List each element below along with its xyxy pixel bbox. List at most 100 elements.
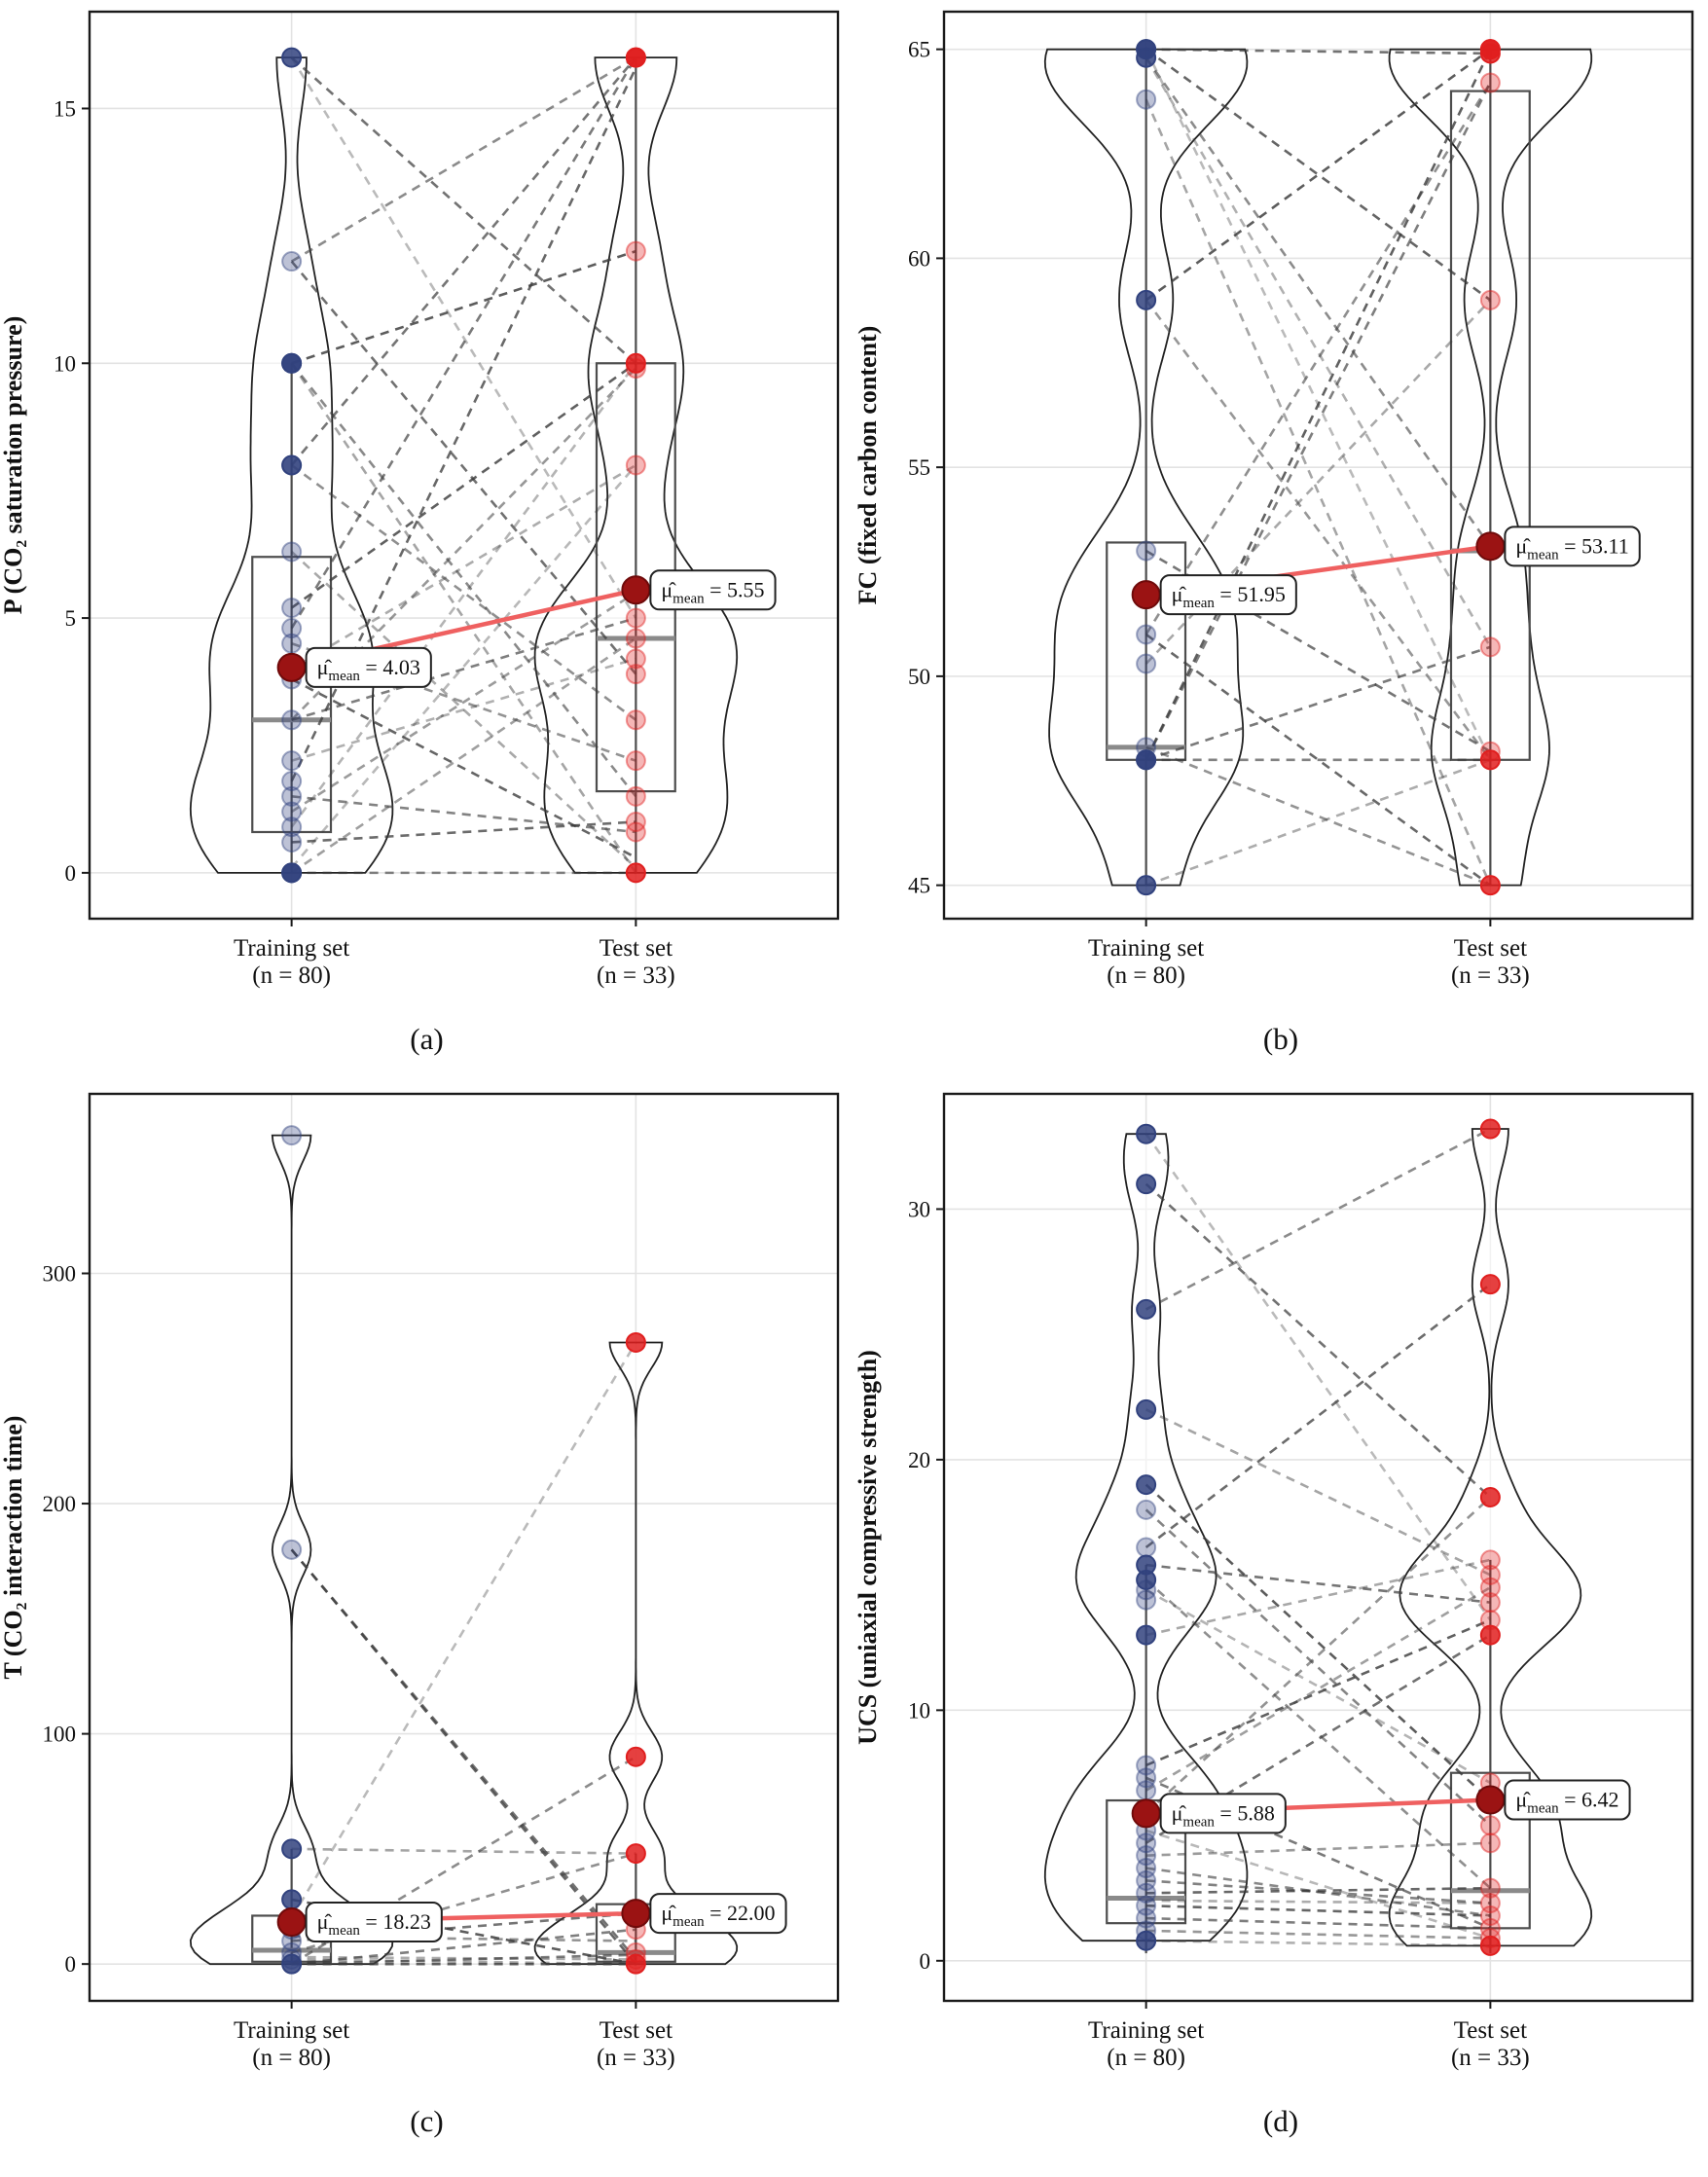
gridlines — [943, 12, 1692, 919]
mean-label-0: μ̂mean = 4.03 — [317, 655, 420, 684]
pair-link-line — [291, 1953, 636, 1966]
data-point — [625, 862, 646, 884]
mean-label-box-1 — [1503, 1779, 1631, 1821]
pair-link-line — [290, 362, 637, 609]
y-tick-label: 0 — [65, 861, 77, 886]
pair-link-line — [290, 464, 637, 869]
data-point — [625, 1953, 646, 1975]
pair-link-line — [1145, 56, 1491, 648]
pair-link-line — [1145, 1133, 1491, 1621]
mean-label-box-0 — [1159, 574, 1297, 616]
pair-link-line — [1145, 1829, 1491, 1940]
group-sublabel: (n = 80) — [252, 962, 331, 989]
group-label: Test set — [1453, 2017, 1526, 2044]
pair-link-line — [1145, 1904, 1490, 1917]
mean-label-box-0 — [305, 1902, 443, 1943]
data-point — [1135, 1398, 1156, 1420]
panel-b: μ̂mean = 51.95 μ̂mean = 53.11 45 50 55 60 65 Tr… — [854, 0, 1708, 1082]
group-label: Training set — [1088, 935, 1204, 962]
mean-point-1 — [1474, 1785, 1505, 1815]
pair-link-line — [1145, 1558, 1491, 1637]
data-point — [281, 785, 303, 807]
data-point — [281, 709, 303, 731]
pair-link-line — [1145, 633, 1491, 887]
pair-link-line — [291, 616, 636, 722]
pair-link-line — [1145, 48, 1490, 55]
data-point — [281, 1889, 303, 1910]
y-tick-label: 0 — [65, 1952, 77, 1977]
data-point — [1479, 636, 1501, 658]
data-point — [625, 1331, 646, 1353]
caption-d: (d) — [1262, 2104, 1299, 2138]
pair-link-line — [1144, 98, 1492, 887]
pair-link-line — [1145, 1182, 1491, 1499]
pair-link-line — [291, 642, 636, 762]
y-tick-label: 20 — [908, 1448, 930, 1472]
pair-link-line — [1145, 56, 1491, 548]
panel-d: μ̂mean = 5.88 μ̂mean = 6.42 0 10 20 30 Trainin… — [854, 1082, 1708, 2164]
data-point — [281, 251, 303, 272]
pair-link-line — [291, 657, 636, 762]
panel-c: μ̂mean = 18.23 μ̂mean = 22.00 0 100 200 300 Tr… — [0, 1082, 854, 2164]
data-point — [1479, 875, 1501, 896]
data-point — [1479, 749, 1501, 771]
panel-a: μ̂mean = 4.03 μ̂mean = 5.55 0 5 10 15 Training… — [0, 0, 854, 1082]
group-sublabel: (n = 80) — [1107, 962, 1185, 989]
data-point — [281, 816, 303, 838]
data-point — [1479, 1935, 1501, 1956]
pair-link-line — [1145, 1586, 1491, 1792]
pair-link-line — [290, 1548, 637, 1965]
group-sublabel: (n = 80) — [252, 2045, 331, 2071]
data-point — [1479, 1118, 1501, 1140]
mean-label-1: μ̂mean = 6.42 — [1515, 1788, 1618, 1817]
pair-link-line — [291, 249, 636, 365]
data-point — [625, 785, 646, 807]
violin-chart-b: μ̂mean = 51.95 μ̂mean = 53.11 45 50 55 60 65 Tr… — [854, 10, 1693, 989]
data-point — [1135, 1174, 1156, 1195]
data-point — [281, 1125, 303, 1146]
group-sublabel: (n = 80) — [1107, 2045, 1185, 2071]
data-point — [1135, 1832, 1156, 1854]
pair-link-line — [290, 636, 637, 874]
data-point — [281, 750, 303, 772]
data-point — [1135, 289, 1156, 310]
data-point — [281, 862, 303, 884]
pair-links — [290, 1341, 637, 1966]
y-tick-label: 45 — [908, 874, 930, 898]
data-point — [1479, 1815, 1501, 1836]
data-point — [625, 240, 646, 262]
data-point — [1135, 47, 1156, 68]
pair-link-line — [1145, 48, 1491, 302]
pair-link-line — [1145, 1408, 1491, 1577]
group-label: Test set — [600, 935, 672, 962]
data-point — [1479, 1274, 1501, 1295]
caption-c: (c) — [410, 2104, 444, 2138]
pair-link-line — [290, 591, 637, 814]
data-point — [625, 1843, 646, 1865]
data-point — [281, 771, 303, 792]
data-point — [1135, 1869, 1156, 1891]
pair-link-line — [291, 1847, 636, 1855]
data-point — [1135, 1589, 1156, 1611]
data-point — [1135, 1882, 1156, 1904]
y-axis-title: P (CO₂ saturation pressure) — [0, 316, 27, 615]
mean-label-box-1 — [649, 569, 777, 611]
data-point — [1479, 1592, 1501, 1614]
mean-label-0: μ̂mean = 51.95 — [1171, 582, 1285, 611]
data-point — [625, 352, 646, 374]
data-point — [281, 1838, 303, 1860]
pair-link-line — [290, 56, 637, 263]
pair-link-line — [1145, 1929, 1490, 1940]
y-axis-title: UCS (uniaxial compressive strength) — [854, 1350, 882, 1745]
data-point — [1479, 1549, 1501, 1571]
pair-link-line — [1145, 1867, 1491, 1917]
mean-label-1: μ̂mean = 22.00 — [661, 1901, 775, 1930]
y-tick-label: 100 — [43, 1723, 77, 1747]
mean-label-box-1 — [649, 1893, 787, 1935]
y-tick-label: 200 — [43, 1492, 77, 1516]
data-point — [281, 541, 303, 562]
y-tick-label: 60 — [908, 246, 930, 271]
data-point — [1135, 1298, 1156, 1320]
pair-link-line — [291, 1935, 636, 1942]
data-point — [1135, 875, 1156, 896]
